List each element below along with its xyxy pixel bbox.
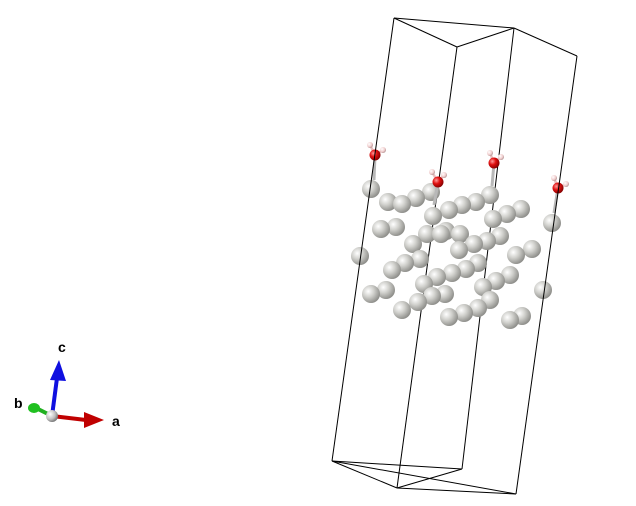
metal-atom <box>440 201 458 219</box>
metal-atom <box>393 301 411 319</box>
metal-atom <box>467 193 485 211</box>
axis-c-label: c <box>58 339 66 355</box>
axes-indicator: a b c <box>14 339 120 429</box>
metal-atom <box>387 218 405 236</box>
water-molecule <box>551 175 569 214</box>
metal-atom <box>501 311 519 329</box>
cell-edge <box>515 55 578 495</box>
axis-a-arrowhead <box>84 412 104 428</box>
metal-atom <box>393 195 411 213</box>
water-molecule <box>487 150 504 187</box>
cell-edge <box>393 17 515 29</box>
metal-atom <box>383 261 401 279</box>
cell-edge <box>396 46 458 489</box>
metal-atom <box>443 264 461 282</box>
metal-atom <box>469 299 487 317</box>
metal-atom <box>377 281 395 299</box>
unit-cell-front-edges <box>331 17 578 495</box>
cell-edge <box>456 27 515 48</box>
hydrogen-atom <box>487 150 493 156</box>
water-molecule <box>429 169 447 206</box>
axis-a-label: a <box>112 413 120 429</box>
cell-edge <box>513 27 578 57</box>
hydrogen-atom <box>380 147 386 153</box>
cell-edge <box>393 17 458 48</box>
metal-atom <box>512 200 530 218</box>
cell-edge <box>331 460 463 470</box>
metal-atom <box>407 189 425 207</box>
metal-atom <box>534 281 552 299</box>
metal-atom <box>451 225 469 243</box>
axis-b-arrowhead <box>28 403 40 413</box>
metal-atom <box>411 250 429 268</box>
metal-atom <box>481 186 499 204</box>
metal-atom <box>455 304 473 322</box>
axis-origin <box>46 410 58 422</box>
metal-atom <box>351 247 369 265</box>
metal-atom <box>450 241 468 259</box>
metal-atom <box>465 235 483 253</box>
metal-atom <box>404 235 422 253</box>
oxygen-atom <box>488 157 500 169</box>
metal-atom <box>418 225 436 243</box>
hydrogen-atom <box>498 154 504 160</box>
hydrogen-atom <box>563 181 569 187</box>
hydrogen-atom <box>551 175 557 181</box>
metal-atom <box>498 205 516 223</box>
metal-atom <box>484 210 502 228</box>
hydrogen-atom <box>429 169 435 175</box>
cell-edge <box>331 460 517 495</box>
hydrogen-atom <box>441 172 447 178</box>
oxygen-atom <box>552 182 564 194</box>
metal-atom <box>501 266 519 284</box>
metal-atom <box>432 225 450 243</box>
metal-atom <box>523 240 541 258</box>
metal-atom <box>457 260 475 278</box>
metal-atom <box>379 193 397 211</box>
metal-atom <box>423 287 441 305</box>
hydrogen-atom <box>367 142 373 148</box>
cell-edge <box>396 487 517 495</box>
axis-c-shaft <box>50 377 59 417</box>
metal-atom <box>440 308 458 326</box>
oxygen-atom <box>432 176 444 188</box>
axis-c-arrowhead <box>50 360 66 381</box>
cell-edge <box>331 460 398 489</box>
axis-b-label: b <box>14 395 23 411</box>
water-molecule <box>367 142 386 181</box>
metal-atom <box>362 180 380 198</box>
metal-atom <box>543 214 561 232</box>
cell-edge <box>331 17 395 462</box>
metal-atom <box>409 293 427 311</box>
metal-atom <box>424 207 442 225</box>
atom-layer <box>351 142 569 329</box>
metal-atom <box>362 285 380 303</box>
metal-atom <box>507 246 525 264</box>
metal-atom <box>372 220 390 238</box>
